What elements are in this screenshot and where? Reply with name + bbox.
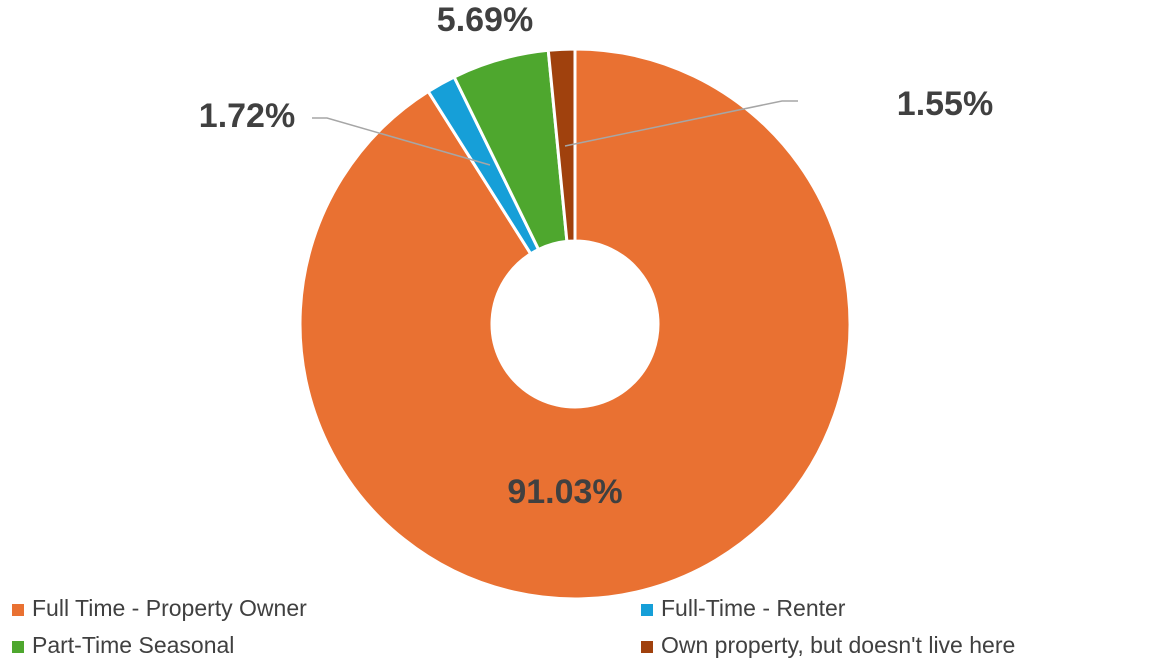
data-label: 1.72% [199, 97, 295, 135]
legend-label: Part-Time Seasonal [32, 632, 234, 658]
data-label: 5.69% [437, 1, 533, 39]
leader-line [312, 117, 491, 166]
slice [546, 47, 577, 244]
legend-marker [641, 604, 653, 616]
legend-label: Own property, but doesn't live here [661, 632, 1015, 658]
legend-marker [641, 641, 653, 653]
legend-marker [12, 641, 24, 653]
leader-line [564, 100, 798, 147]
legend-label: Full Time - Property Owner [32, 595, 307, 621]
legend-marker [12, 604, 24, 616]
slice [298, 47, 852, 601]
legend-label: Full-Time - Renter [661, 595, 846, 621]
data-label: 1.55% [897, 85, 993, 123]
data-label: 91.03% [507, 473, 622, 511]
